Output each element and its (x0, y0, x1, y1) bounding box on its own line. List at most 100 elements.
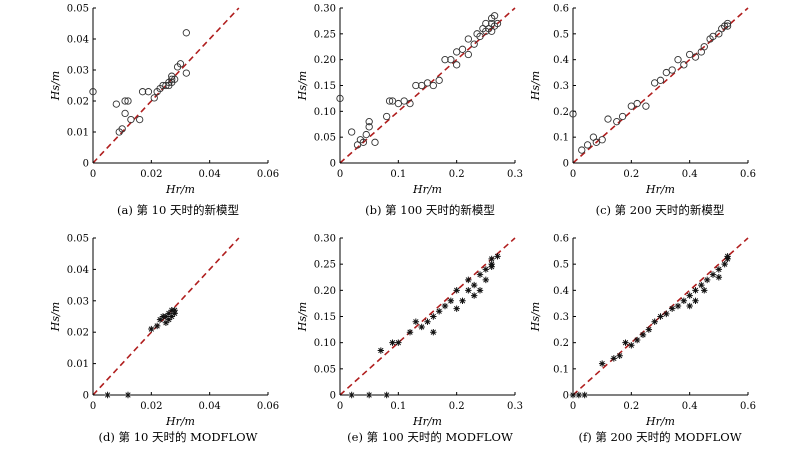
y-tick-label: 0.4 (553, 286, 569, 297)
y-axis-label: Hs/m (49, 71, 62, 101)
data-point (153, 322, 161, 330)
data-point (371, 138, 379, 146)
data-point (377, 347, 385, 354)
x-axis-label: Hr/m (645, 415, 675, 428)
data-point (633, 336, 641, 344)
data-point (575, 391, 583, 399)
y-tick-label: 0 (83, 391, 89, 402)
data-point (663, 310, 670, 318)
data-point (418, 81, 426, 90)
data-point (686, 302, 693, 310)
data-point (581, 391, 588, 399)
data-point (162, 313, 170, 320)
data-point (423, 79, 432, 87)
data-point (435, 76, 443, 84)
data-point (464, 50, 472, 59)
data-point (610, 355, 618, 362)
y-tick-label: 0 (330, 391, 336, 402)
y-tick-label: 0.5 (553, 29, 569, 40)
data-point (418, 323, 425, 331)
data-point (598, 136, 606, 144)
data-point (394, 99, 402, 108)
y-tick-label: 0.04 (67, 35, 89, 46)
y-tick-label: 0 (563, 159, 569, 170)
panel-caption: (b) 第 100 天时的新模型 (365, 203, 495, 217)
data-point (447, 56, 455, 64)
data-point (470, 281, 478, 289)
x-axis-label: Hr/m (412, 183, 442, 196)
data-point (488, 260, 495, 268)
x-tick-label: 0.02 (140, 401, 162, 412)
data-point (412, 318, 420, 325)
reference-line-1to1 (572, 7, 749, 164)
data-point (168, 313, 175, 320)
data-point (662, 68, 670, 77)
data-point (674, 56, 682, 64)
data-point (124, 97, 132, 105)
y-axis-label: Hs/m (529, 302, 542, 332)
data-point (383, 391, 390, 399)
reference-line-1to1 (339, 237, 516, 396)
data-point (715, 274, 723, 281)
data-point (470, 292, 478, 299)
data-point (168, 75, 176, 83)
data-point (124, 391, 132, 399)
data-point (627, 102, 635, 110)
data-point (488, 255, 495, 263)
y-tick-label: 0.4 (553, 55, 569, 66)
data-point (622, 339, 629, 346)
data-point (182, 29, 190, 37)
data-point (482, 266, 490, 273)
data-point (465, 276, 472, 284)
data-point (138, 88, 147, 96)
reference-line-1to1 (92, 237, 240, 396)
panel-b: 0 0.1 0.2 0.300.050.100.150.200.250.30Hr/mH… (296, 4, 523, 218)
data-point (165, 310, 173, 317)
data-point (470, 40, 478, 48)
data-point (104, 391, 111, 399)
x-tick-label: 0 (570, 169, 576, 180)
data-point (144, 88, 153, 96)
data-point (493, 19, 502, 28)
data-point (645, 326, 653, 333)
data-point (162, 319, 170, 326)
data-point (723, 22, 732, 30)
data-point (723, 19, 732, 28)
data-point (709, 32, 717, 41)
x-axis-label: Hr/m (412, 415, 442, 428)
data-point (686, 292, 693, 299)
data-point (668, 66, 676, 74)
data-point (569, 110, 577, 118)
data-point (700, 43, 708, 51)
data-point (412, 81, 420, 90)
y-tick-label: 0.01 (67, 128, 89, 139)
data-point (680, 297, 688, 304)
y-tick-label: 0.25 (314, 260, 336, 271)
y-tick-label: 0.05 (67, 4, 89, 15)
data-point (385, 97, 394, 105)
x-tick-label: 0.1 (390, 401, 406, 412)
data-point (336, 94, 344, 103)
x-tick-label: 0 (337, 169, 343, 180)
y-tick-label: 0.30 (314, 4, 336, 15)
data-point (447, 297, 455, 304)
y-tick-label: 0.5 (553, 260, 569, 271)
data-point (176, 60, 185, 68)
data-point (476, 32, 484, 41)
data-point (156, 316, 164, 323)
x-tick-label: 0 (90, 401, 96, 412)
x-tick-label: 0.3 (507, 169, 523, 180)
data-point (365, 118, 373, 126)
x-tick-label: 0.04 (199, 169, 221, 180)
data-point (395, 339, 402, 346)
data-point (569, 391, 577, 399)
x-tick-label: 0.4 (682, 169, 698, 180)
data-point (429, 81, 437, 90)
x-tick-label: 0 (570, 401, 576, 412)
y-tick-label: 0.6 (553, 234, 569, 245)
data-point (441, 302, 449, 310)
y-tick-label: 0.6 (553, 4, 569, 15)
data-point (651, 79, 659, 87)
data-point (618, 112, 627, 121)
